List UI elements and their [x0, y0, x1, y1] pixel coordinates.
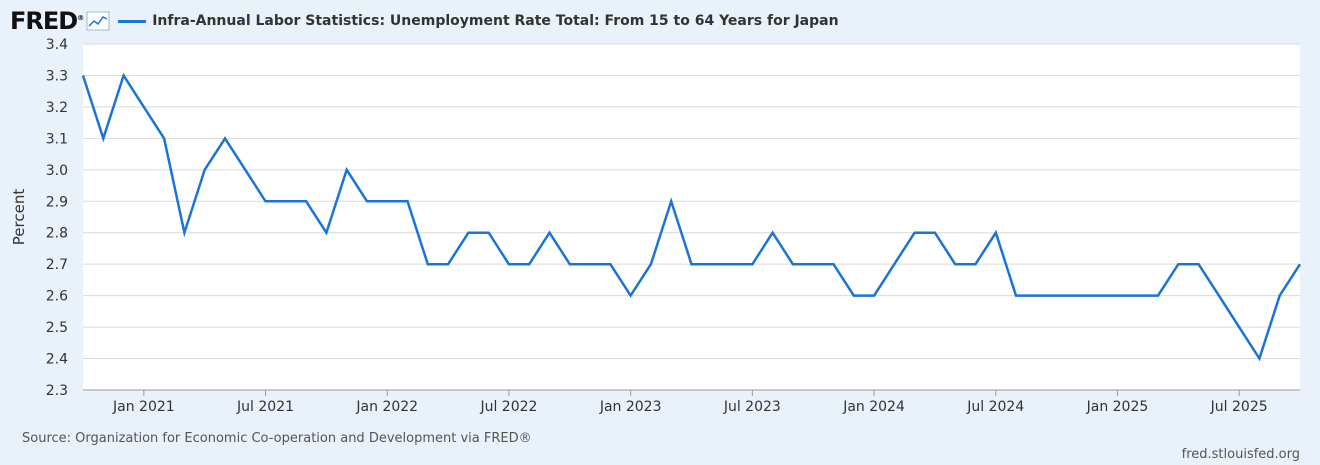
y-tick-label: 2.6: [46, 289, 68, 305]
x-tick-label: Jan 2025: [1086, 399, 1149, 415]
y-tick-label: 3.3: [46, 68, 68, 84]
plot-area: [83, 44, 1300, 390]
y-axis-ticks: 2.3 2.4 2.5 2.6 2.7 2.8 2.9 3.0 3.1 3.2 3.3 3.4: [46, 37, 68, 399]
legend-swatch: [118, 19, 147, 23]
x-tick-label: Jan 2021: [112, 399, 175, 415]
x-tick-label: Jul 2024: [966, 399, 1024, 415]
line-chart: 2.3 2.4 2.5 2.6 2.7 2.8 2.9 3.0 3.1 3.2 3.3 3.4 Jan…: [10, 37, 1302, 415]
x-tick-label: Jul 2021: [236, 399, 294, 415]
y-axis-label: Percent: [10, 189, 28, 246]
source-note: Source: Organization for Economic Co-ope…: [22, 431, 532, 446]
y-tick-label: 3.1: [46, 131, 68, 147]
x-axis-ticks: Jan 2021 Jul 2021 Jan 2022 Jul 2022 Jan 2023…: [83, 389, 1300, 415]
x-tick-label: Jul 2022: [479, 399, 537, 415]
line-chart-icon: [86, 11, 110, 31]
y-tick-label: 2.7: [46, 257, 68, 273]
x-tick-label: Jan 2024: [842, 399, 905, 415]
y-tick-label: 2.3: [46, 383, 68, 399]
y-tick-label: 2.4: [46, 352, 68, 368]
y-tick-label: 2.9: [46, 194, 68, 210]
x-tick-label: Jul 2025: [1210, 399, 1268, 415]
y-tick-label: 3.2: [46, 100, 68, 116]
chart-title: Infra-Annual Labor Statistics: Unemploym…: [152, 13, 839, 29]
y-tick-label: 3.0: [46, 163, 68, 179]
x-tick-label: Jul 2023: [723, 399, 781, 415]
y-tick-label: 2.8: [46, 226, 68, 242]
chart-header: FRED® Infra-Annual Labor Statistics: Une…: [10, 6, 839, 36]
site-credit[interactable]: fred.stlouisfed.org: [1181, 447, 1300, 462]
y-tick-label: 2.5: [46, 320, 68, 336]
x-tick-label: Jan 2022: [355, 399, 418, 415]
series-line[interactable]: [81, 72, 1302, 362]
x-tick-label: Jan 2023: [599, 399, 662, 415]
fred-logo[interactable]: FRED®: [10, 7, 84, 35]
y-tick-label: 3.4: [46, 37, 68, 53]
